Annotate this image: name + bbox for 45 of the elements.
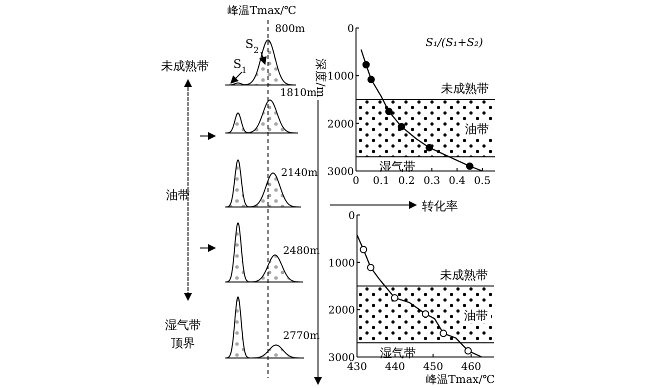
x-tick-label: 450 (423, 361, 444, 373)
y-tick-label: 1000 (327, 70, 354, 83)
text: 油带 (166, 188, 190, 202)
text: 2140m (281, 167, 318, 179)
text: S₁/(S₁+S₂) (426, 36, 483, 49)
ref-line-label: 未成熟带 (441, 82, 489, 96)
x-tick-label: 430 (346, 361, 368, 373)
x-tick-label: 0.3 (423, 175, 440, 187)
x-tick-label: 460 (461, 361, 482, 373)
x-axis-title: 峰温Tmax/℃ (426, 373, 495, 386)
y-tick-label: 2000 (327, 118, 354, 130)
point (398, 122, 406, 130)
x-tick-label: 0.5 (474, 175, 491, 187)
y-tick-label: 0 (348, 210, 355, 222)
y-tick-label: 2000 (328, 304, 355, 317)
band-label: 油带 (465, 122, 489, 136)
y-tick-label: 3000 (327, 166, 354, 178)
x-tick-label: 0.2 (398, 175, 415, 187)
ref-line-label: 未成熟带 (440, 268, 488, 282)
y-tick-label: 1000 (328, 257, 355, 270)
text: 峰温Tmax/℃ (228, 4, 296, 17)
text: 800m (275, 23, 306, 35)
text: S$_{2}$ (245, 37, 259, 55)
y-tick-label: 0 (347, 23, 354, 35)
point (385, 108, 393, 116)
point (362, 61, 370, 68)
band-label: 油带 (464, 308, 488, 322)
x-tick-label: 0.4 (448, 175, 466, 187)
text: 湿气带 (165, 318, 201, 332)
text: 未成熟带 (161, 59, 209, 73)
x-tick-label: 0.1 (372, 175, 390, 187)
text: S$_{1}$ (233, 57, 247, 75)
point (367, 76, 375, 84)
point (360, 246, 368, 254)
x-axis-title: 转化率 (422, 199, 458, 213)
x-tick-label: 440 (385, 361, 406, 373)
point (390, 294, 398, 302)
point (466, 162, 474, 170)
point (440, 330, 448, 338)
point (422, 310, 430, 318)
text: 顶界 (171, 336, 195, 350)
text: 1810m (280, 87, 317, 99)
point (367, 264, 374, 272)
point (426, 144, 433, 152)
point (464, 347, 472, 355)
